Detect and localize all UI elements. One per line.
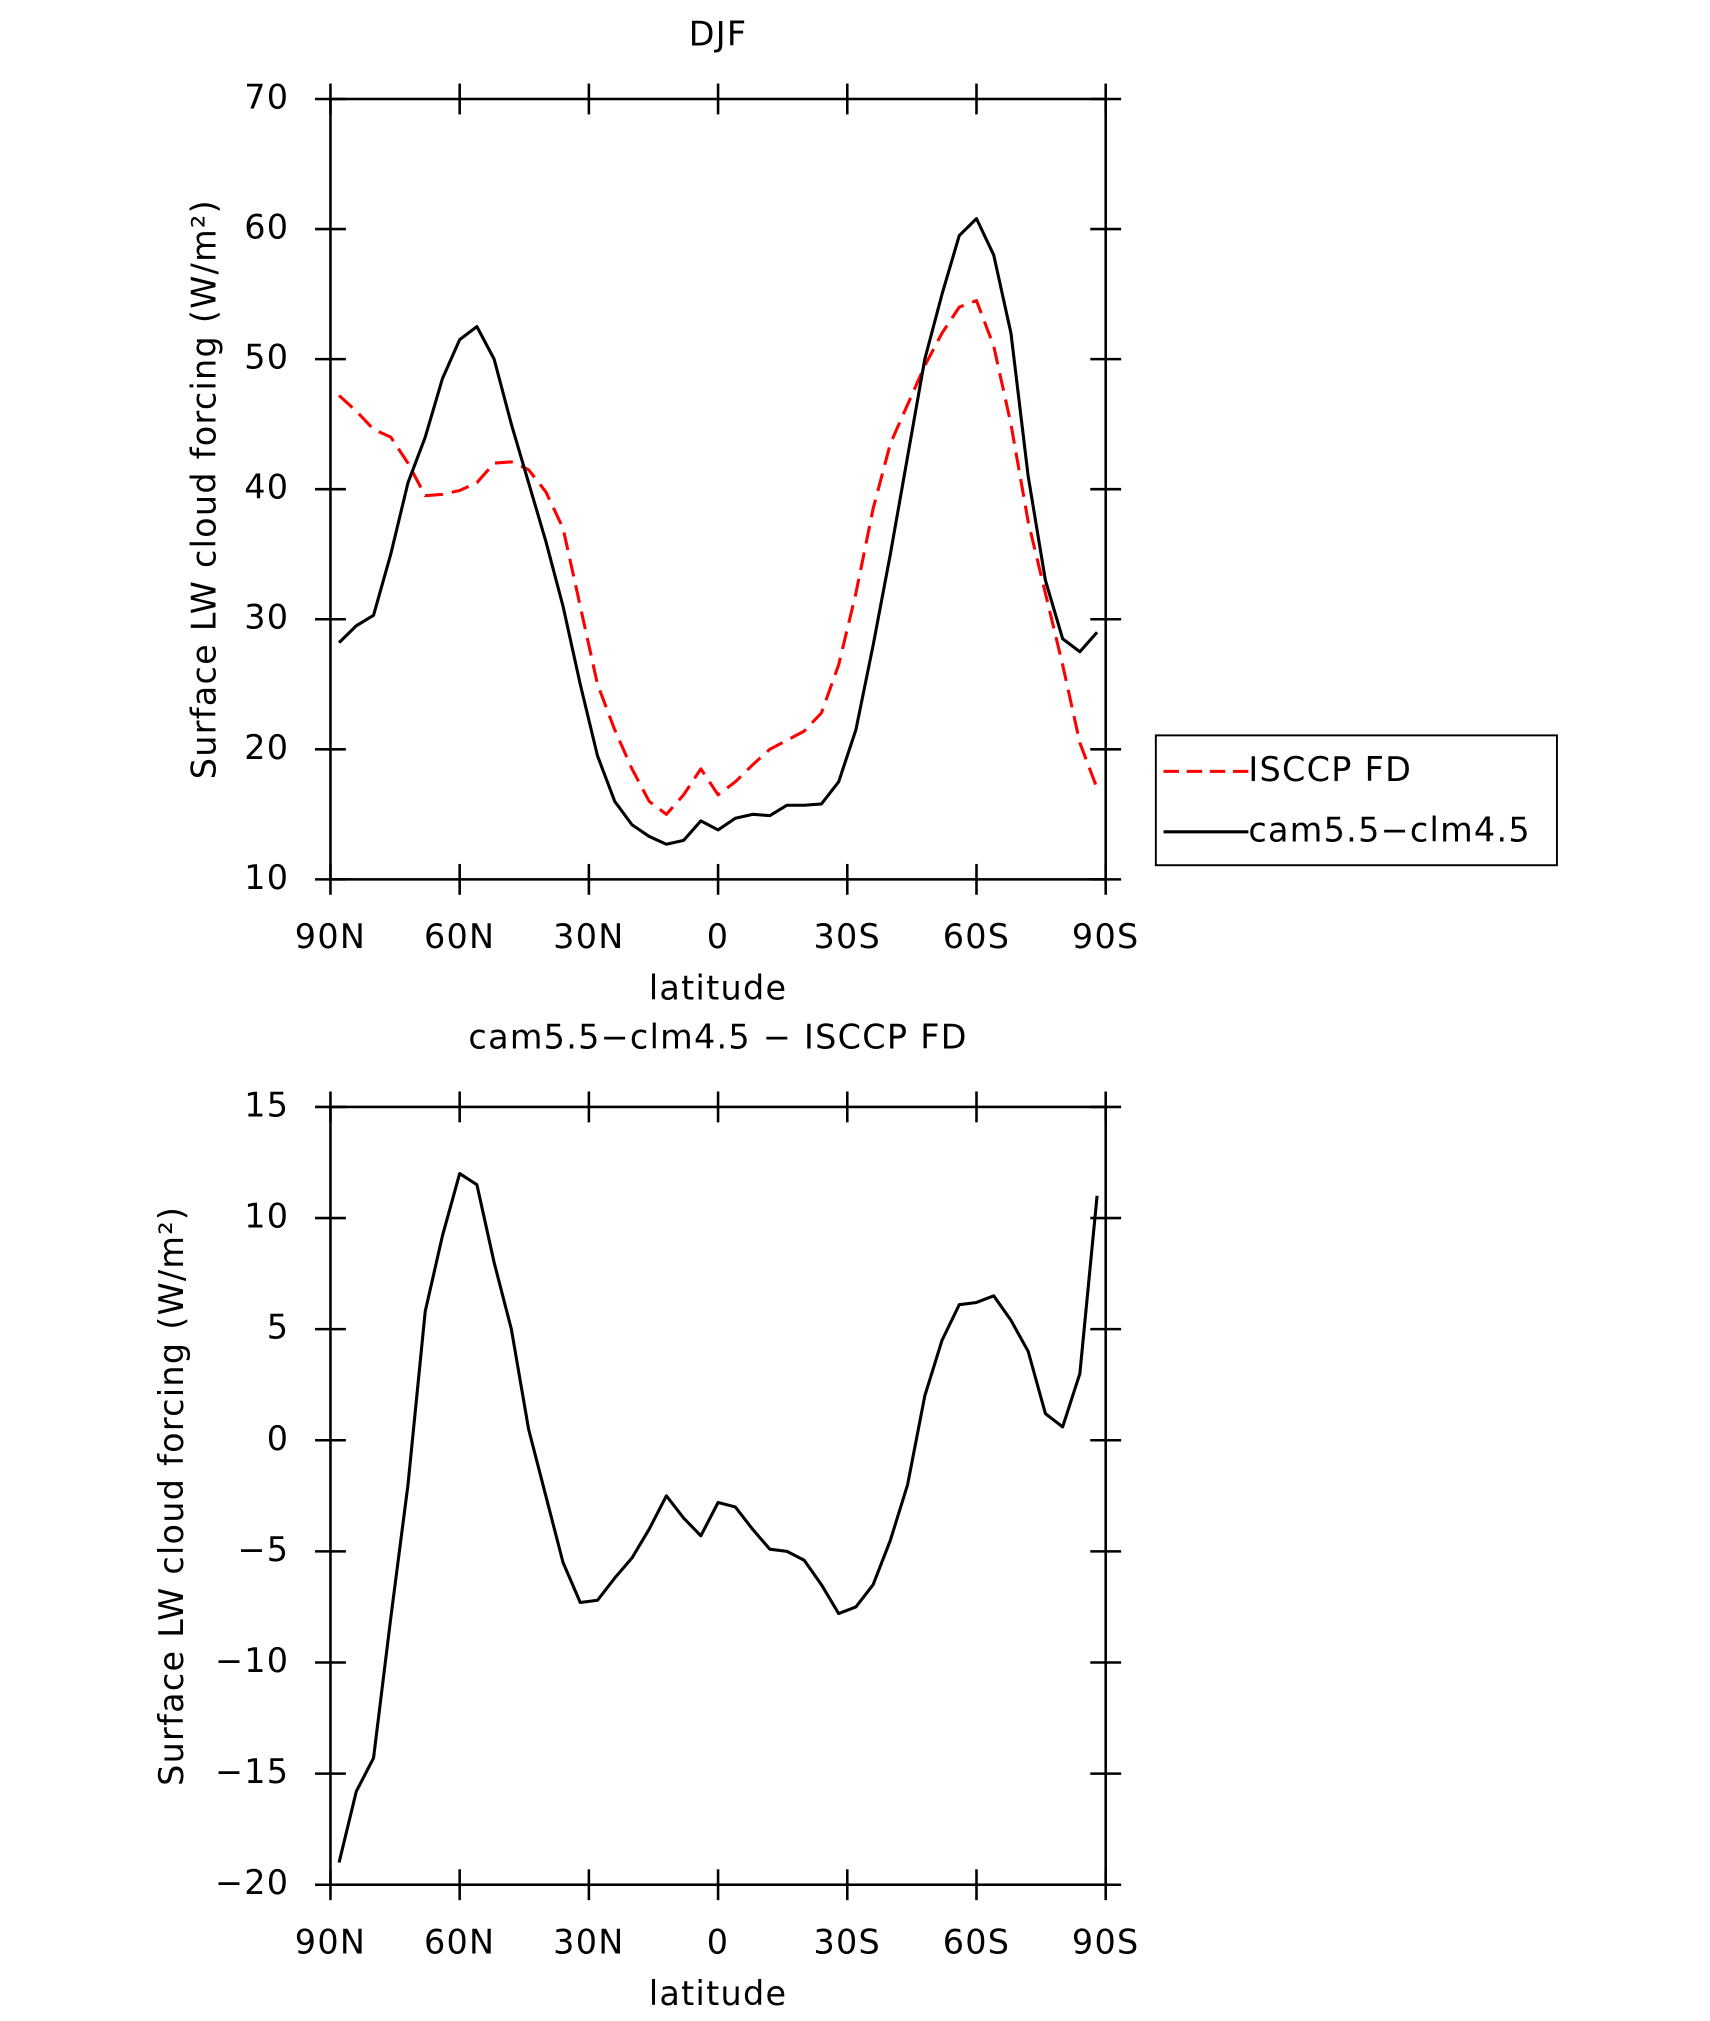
x-tick-label: 30N <box>553 1922 624 1961</box>
x-tick-label: 60S <box>943 1922 1011 1961</box>
y-tick-label: 60 <box>244 208 289 247</box>
x-axis-label: latitude <box>649 968 787 1007</box>
y-axis-label: Surface LW cloud forcing (W/m²) <box>152 1206 191 1786</box>
y-tick-label: −20 <box>215 1863 289 1902</box>
x-tick-label: 90S <box>1072 917 1140 956</box>
chart-title: cam5.5−clm4.5 − ISCCP FD <box>468 1017 967 1056</box>
y-tick-label: 5 <box>267 1308 290 1347</box>
x-tick-label: 0 <box>707 1922 730 1961</box>
y-tick-label: −10 <box>215 1641 289 1680</box>
y-tick-label: 10 <box>244 1197 289 1236</box>
y-tick-label: 30 <box>244 598 289 637</box>
x-tick-label: 60N <box>424 1922 495 1961</box>
y-axis-label: Surface LW cloud forcing (W/m²) <box>184 199 223 779</box>
legend-box <box>1154 734 1558 867</box>
series-line <box>337 1172 1099 1863</box>
y-tick-label: −15 <box>215 1752 289 1791</box>
y-tick-label: 50 <box>244 338 289 377</box>
plot-frame <box>329 97 1107 881</box>
x-tick-label: 30N <box>553 917 624 956</box>
x-tick-label: 60S <box>943 917 1011 956</box>
y-tick-label: 40 <box>244 468 289 507</box>
legend-label: ISCCP FD <box>1248 750 1412 789</box>
x-tick-label: 60N <box>424 917 495 956</box>
y-tick-label: −5 <box>237 1530 289 1569</box>
series-line <box>338 299 1099 816</box>
y-tick-label: 10 <box>244 858 289 897</box>
y-tick-label: 15 <box>244 1085 289 1124</box>
x-tick-label: 0 <box>707 917 730 956</box>
x-tick-label: 90N <box>295 917 366 956</box>
x-tick-label: 30S <box>813 917 881 956</box>
x-tick-label: 30S <box>813 1922 881 1961</box>
x-tick-label: 90N <box>295 1922 366 1961</box>
x-tick-label: 90S <box>1072 1922 1140 1961</box>
legend-label: cam5.5−clm4.5 <box>1248 810 1531 849</box>
x-axis-label: latitude <box>649 1974 787 2013</box>
y-tick-label: 0 <box>267 1419 290 1458</box>
y-tick-label: 70 <box>244 77 289 116</box>
y-tick-label: 20 <box>244 728 289 767</box>
chart-title: DJF <box>689 14 748 53</box>
series-line <box>337 217 1099 846</box>
